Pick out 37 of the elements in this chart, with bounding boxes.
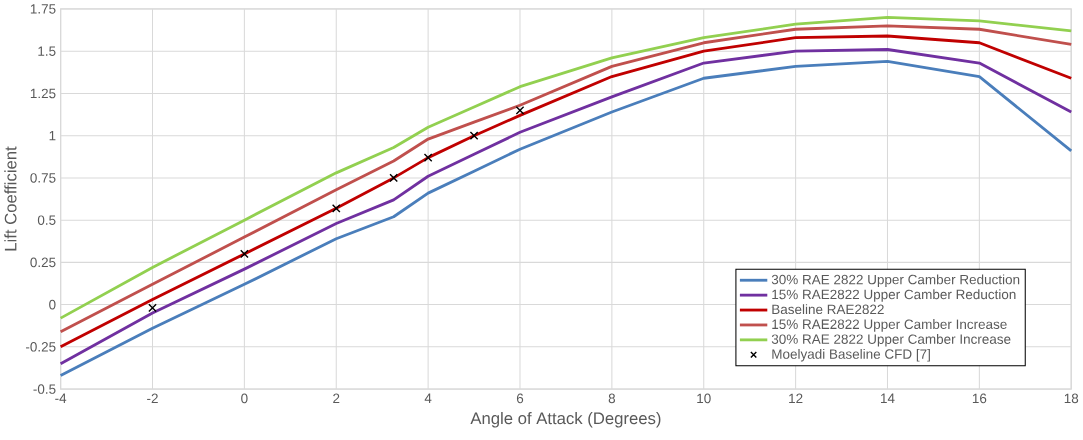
y-tick-label: 0 [49, 299, 56, 310]
y-tick-label: 1 [49, 130, 56, 141]
y-tick-label: -0.25 [25, 341, 56, 352]
x-tick-label: 4 [424, 393, 432, 403]
y-tick-label: 1.75 [30, 4, 56, 14]
x-tick-label: 0 [241, 393, 248, 403]
x-tick-label: 2 [333, 393, 340, 403]
legend-label: Baseline RAE2822 [772, 303, 884, 314]
y-tick-label: 1.25 [30, 88, 56, 99]
point [331, 203, 341, 213]
x-tick-label: 12 [789, 393, 803, 403]
point [240, 249, 249, 259]
legend-label: Moelyadi Baseline CFD [7] [772, 348, 930, 362]
y-tick-label: 0.5 [37, 215, 56, 225]
legend-label: 15% RAE2822 Upper Camber Increase [772, 318, 1007, 332]
point [423, 153, 433, 162]
legend-label: 30% RAE 2822 Upper Camber Reduction [771, 274, 1020, 287]
x-tick-label: 16 [972, 393, 987, 403]
point [515, 105, 525, 115]
x-tick-label: 10 [697, 393, 711, 403]
legend-label: 30% RAE 2822 Upper Camber Increase [771, 333, 1011, 347]
y-tick-label: 1.5 [38, 46, 56, 56]
point [469, 131, 479, 140]
x-tick-label: 8 [608, 393, 616, 403]
x-tick-label: 18 [1064, 393, 1079, 403]
y-tick-label: -0.5 [33, 384, 56, 394]
x-tick-label: 6 [516, 393, 524, 403]
point [148, 303, 157, 313]
x-tick-label: 14 [881, 393, 895, 403]
legend-label: 15% RAE2822 Upper Camber Reduction [772, 289, 1016, 302]
y-tick-label: 0.25 [30, 257, 56, 267]
y-axis-title: Lift Coefficient [4, 146, 17, 251]
y-tick-label: 0.75 [30, 172, 56, 183]
x-tick-label: -4 [55, 393, 67, 403]
x-tick-label: -2 [147, 393, 158, 403]
point [389, 173, 399, 183]
x-axis-title: Angle of Attack (Degrees) [470, 411, 661, 428]
